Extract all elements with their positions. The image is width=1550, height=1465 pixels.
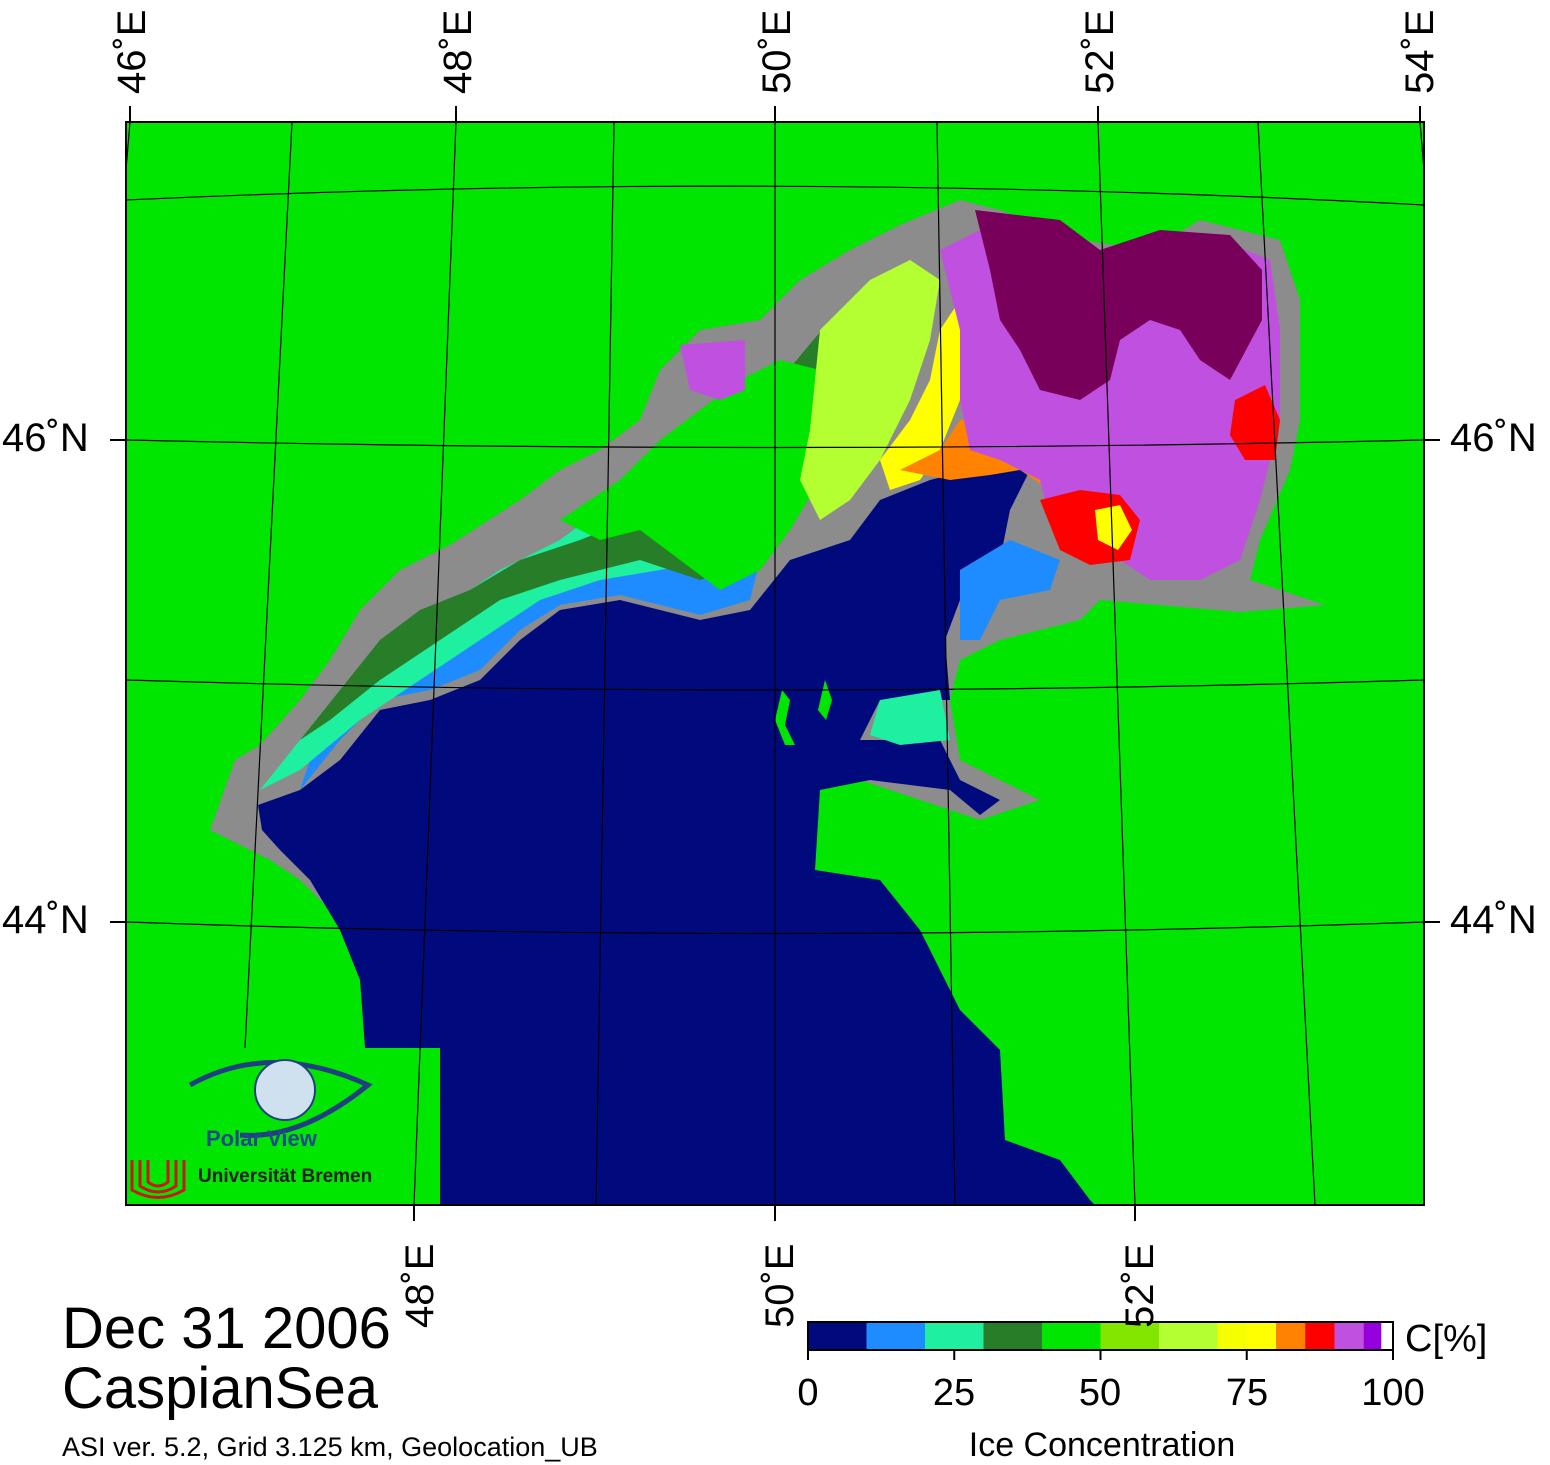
colorbar-swatch bbox=[925, 1322, 984, 1350]
colorbar-swatch bbox=[808, 1322, 867, 1350]
meridian-line bbox=[413, 121, 457, 1206]
colorbar-swatch bbox=[1305, 1322, 1335, 1350]
lat-label-left: 44˚N bbox=[2, 898, 89, 942]
ice-eastern-shelf-blue bbox=[960, 540, 1060, 640]
colorbar-tick-label: 75 bbox=[1225, 1372, 1269, 1414]
lat-label-right: 46˚N bbox=[1450, 416, 1537, 460]
colorbar-swatch bbox=[1334, 1322, 1365, 1350]
map-region: CaspianSea bbox=[62, 1356, 378, 1421]
globe-icon bbox=[254, 1059, 316, 1121]
lon-label-bottom: 48˚E bbox=[398, 1243, 442, 1329]
meridian-line bbox=[595, 121, 615, 1206]
open-water bbox=[258, 465, 1095, 1205]
colorbar-swatch bbox=[1276, 1322, 1306, 1350]
ice-very-high-area bbox=[975, 210, 1262, 400]
island bbox=[775, 690, 795, 745]
meridian-line bbox=[244, 121, 293, 1049]
colorbar-swatch bbox=[866, 1322, 926, 1350]
logo-institution: Universität Bremen bbox=[198, 1166, 373, 1187]
meridian-line bbox=[1257, 121, 1316, 1206]
meridian-line bbox=[1097, 121, 1136, 1206]
map-date: Dec 31 2006 bbox=[62, 1296, 391, 1361]
lon-label-top: 50˚E bbox=[755, 9, 799, 95]
ice-40-50-band bbox=[560, 360, 830, 590]
product-info: ASI ver. 5.2, Grid 3.125 km, Geolocation… bbox=[62, 1432, 598, 1462]
polar-view-logo bbox=[130, 1059, 373, 1199]
ice-30-40-band bbox=[300, 290, 890, 740]
lon-label-bottom: 50˚E bbox=[758, 1243, 802, 1329]
ice-high-yellow-band bbox=[880, 300, 975, 490]
colorbar-swatch bbox=[1159, 1322, 1218, 1350]
graticule bbox=[125, 121, 1425, 1206]
ice-eastern-shelf bbox=[870, 690, 950, 745]
frame-ticks bbox=[110, 106, 1440, 1221]
colorbar-swatch bbox=[1042, 1322, 1101, 1350]
meridian-line bbox=[936, 121, 956, 1206]
colorbar-swatch bbox=[1381, 1322, 1394, 1350]
lon-label-top: 54˚E bbox=[1398, 9, 1442, 95]
colorbar-tick-label: 100 bbox=[1361, 1372, 1425, 1414]
logo-box: Polar View Universität Bremen bbox=[126, 1048, 440, 1205]
colorbar-swatch bbox=[1217, 1322, 1248, 1350]
ice-red-patch-east bbox=[1230, 385, 1280, 460]
colorbar bbox=[807, 1321, 1394, 1360]
ice-purple-patch-nw bbox=[680, 340, 745, 400]
ice-mid-band bbox=[800, 260, 940, 520]
university-emblem-icon bbox=[130, 1160, 186, 1199]
colorbar-swatch bbox=[1363, 1322, 1382, 1350]
lat-label-right: 44˚N bbox=[1450, 898, 1537, 942]
colorbar-swatch bbox=[1100, 1322, 1160, 1350]
ice-yellow-patch-south bbox=[1095, 505, 1132, 550]
lon-label-top: 48˚E bbox=[436, 9, 480, 95]
colorbar-swatch bbox=[983, 1322, 1043, 1350]
lon-label-top: 52˚E bbox=[1078, 9, 1122, 95]
colorbar-swatch bbox=[1246, 1322, 1277, 1350]
colorbar-tick-label: 50 bbox=[1078, 1372, 1122, 1414]
lon-label-top: 46˚E bbox=[110, 9, 154, 95]
lat-label-left: 46˚N bbox=[2, 416, 89, 460]
eye-icon bbox=[188, 1060, 373, 1138]
lon-label-bottom: 52˚E bbox=[1118, 1243, 1162, 1329]
colorbar-tick-label: 0 bbox=[797, 1372, 819, 1414]
logo-title: Polar View bbox=[206, 1126, 317, 1151]
colorbar-unit: C[%] bbox=[1405, 1318, 1488, 1360]
colorbar-title: Ice Concentration bbox=[968, 1426, 1236, 1464]
colorbar-tick-label: 25 bbox=[932, 1372, 976, 1414]
